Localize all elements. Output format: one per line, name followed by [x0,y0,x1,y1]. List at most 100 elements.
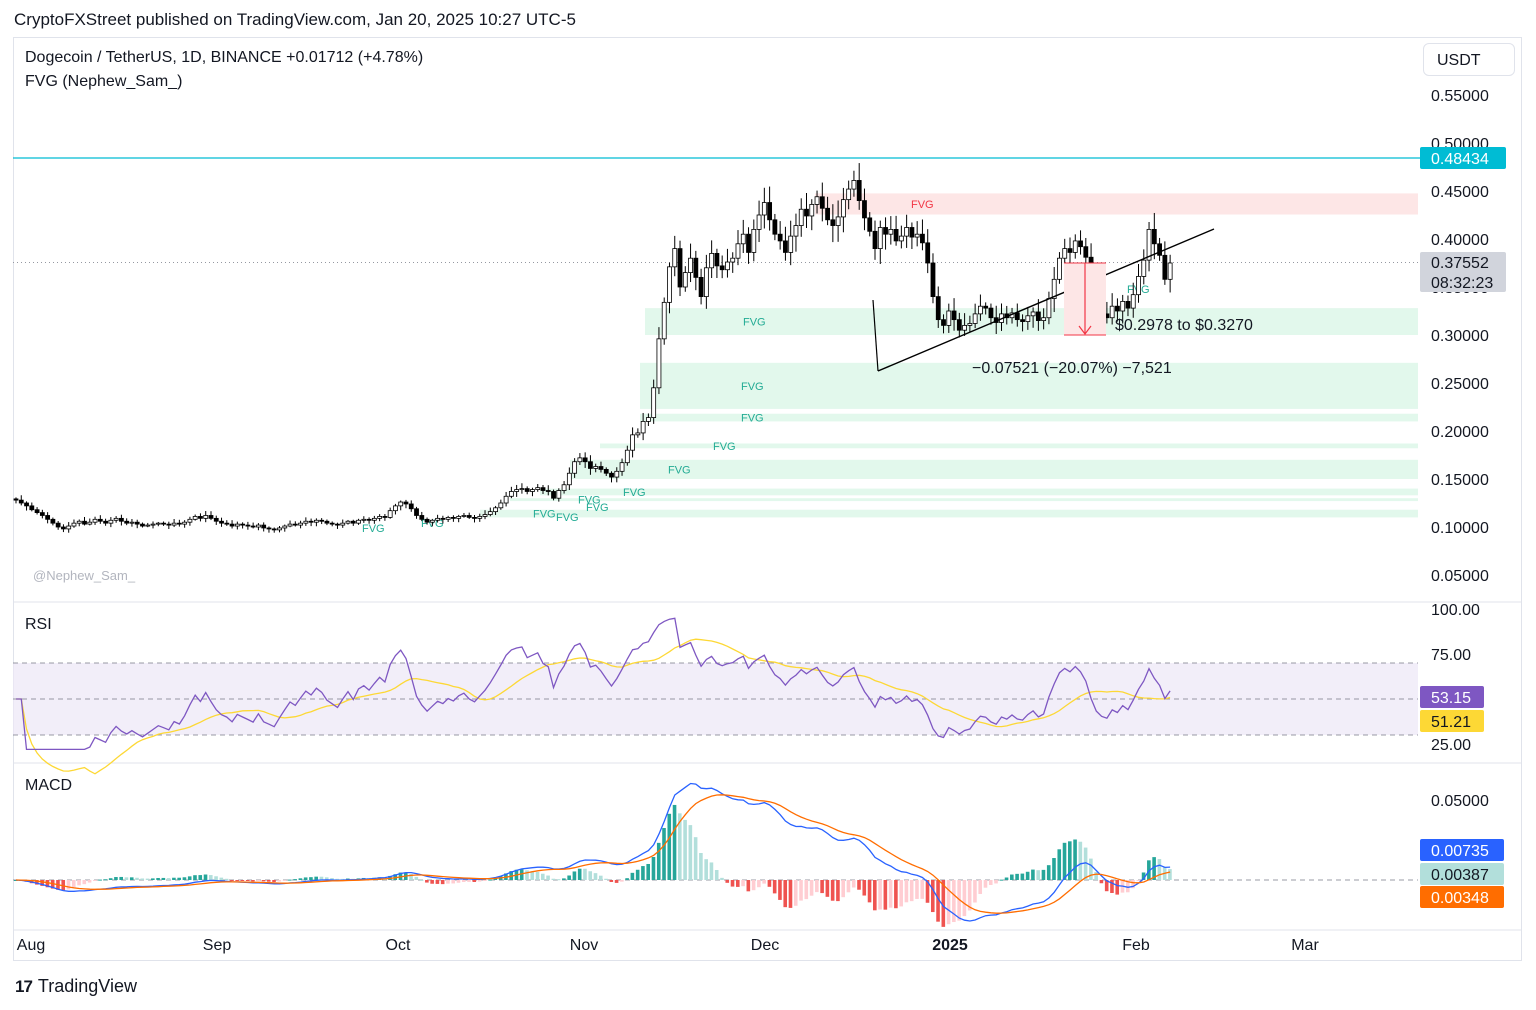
macd-histogram-bar [809,880,814,896]
macd-legend[interactable]: MACD [25,777,73,794]
candle-body [319,519,325,522]
macd-histogram-bar [609,880,614,882]
candle-body [909,227,915,238]
price-tick-label: 0.05000 [1431,568,1489,585]
candle-body [287,523,293,527]
candle-body [1025,315,1031,322]
macd-line [15,782,1171,922]
candle-body [524,488,530,492]
candle-body [71,522,77,527]
candle-body [872,230,878,250]
candle-body [856,180,862,202]
candle-body [1162,254,1168,280]
candle-body [1062,248,1068,259]
candle-body [1083,246,1089,258]
candle-body [466,515,472,518]
macd-histogram-bar [767,880,772,887]
candle-body [1136,276,1141,296]
candle-body [277,527,282,531]
signal-line [15,794,1171,914]
macd-histogram-bar [161,877,166,880]
macd-histogram-bar [751,880,756,891]
candle-body [888,228,894,235]
fvg-zone-label: FVG [741,381,764,393]
candle-body [245,524,251,527]
candle-body [582,457,588,463]
macd-histogram-bar [783,880,788,908]
macd-histogram-bar [883,880,888,910]
macd-histogram-bar [45,880,50,888]
candle-body [419,515,425,520]
macd-histogram-bar [925,880,930,903]
symbol-legend[interactable]: Dogecoin / TetherUS, 1D, BINANCE +0.0171… [25,49,424,66]
candle-body [1057,257,1062,280]
candle-body [809,204,815,217]
fvg-zone [480,509,1418,518]
macd-histogram-bar [725,880,730,883]
price-series [13,157,1420,533]
indicator-watermark: @Nephew_Sam_ [33,568,136,583]
macd-histogram-bar [1136,880,1141,881]
currency-button[interactable]: USDT [1423,43,1515,76]
candle-body [145,524,151,527]
candle-body [1014,312,1020,321]
candle-body [34,509,40,514]
candle-body [119,517,124,522]
candle-body [108,519,114,524]
macd-histogram-bar [1004,877,1009,880]
macd-histogram-bar [551,878,556,880]
macd-histogram-bar [40,880,44,886]
candle-body [76,520,82,524]
indicator-legend[interactable]: FVG (Nephew_Sam_) [25,73,183,90]
macd-histogram-bar [1115,880,1120,895]
macd-histogram-bar [414,876,419,880]
candle-body [603,468,609,474]
macd-histogram-bar [825,880,830,897]
macd-histogram-bar [641,866,645,880]
candle-body [851,180,857,190]
candle-body [1041,317,1047,322]
candle-body [746,233,751,253]
candle-body [24,502,29,507]
macd-histogram-bar [535,871,540,880]
candle-body [493,507,498,513]
macd-histogram-bar [1168,869,1172,880]
fvg-zone-label: FVG [741,413,764,425]
rsi-legend[interactable]: RSI [25,616,52,633]
fvg-zone-label: FVG [533,509,556,521]
macd-histogram-bar [214,876,218,880]
macd-histogram-bar [572,871,577,880]
last-price-label: 0.37552 [1431,255,1489,272]
candle-body [508,491,514,497]
candle-body [972,313,978,324]
candle-body [329,522,335,525]
fvg-zone [570,459,1418,479]
candle-body [487,511,493,515]
candle-body [814,196,820,205]
candle-body [166,523,172,526]
candle-body [756,214,762,230]
macd-histogram-bar [446,880,450,884]
candle-body [1120,300,1126,312]
candle-body [1035,311,1041,321]
macd-histogram-bar [746,880,751,892]
macd-histogram-bar [525,870,529,880]
candle-body [640,420,646,434]
candle-body [930,262,936,297]
candle-body [677,248,683,288]
candle-body [1157,243,1162,256]
macd-histogram-bar [461,880,466,882]
candle-body [308,520,314,523]
tradingview-logo[interactable]: 17 TradingView [15,976,137,997]
candle-body [403,501,409,505]
macd-histogram-bar [282,880,287,881]
candle-body [134,521,140,525]
candle-body [904,227,910,237]
candle-body [50,518,56,524]
candle-body [39,512,45,516]
macd-histogram-bar [230,880,234,881]
fvg-zone-label: FVG [911,199,934,211]
macd-histogram-bar [598,875,603,880]
candle-body [688,257,693,274]
